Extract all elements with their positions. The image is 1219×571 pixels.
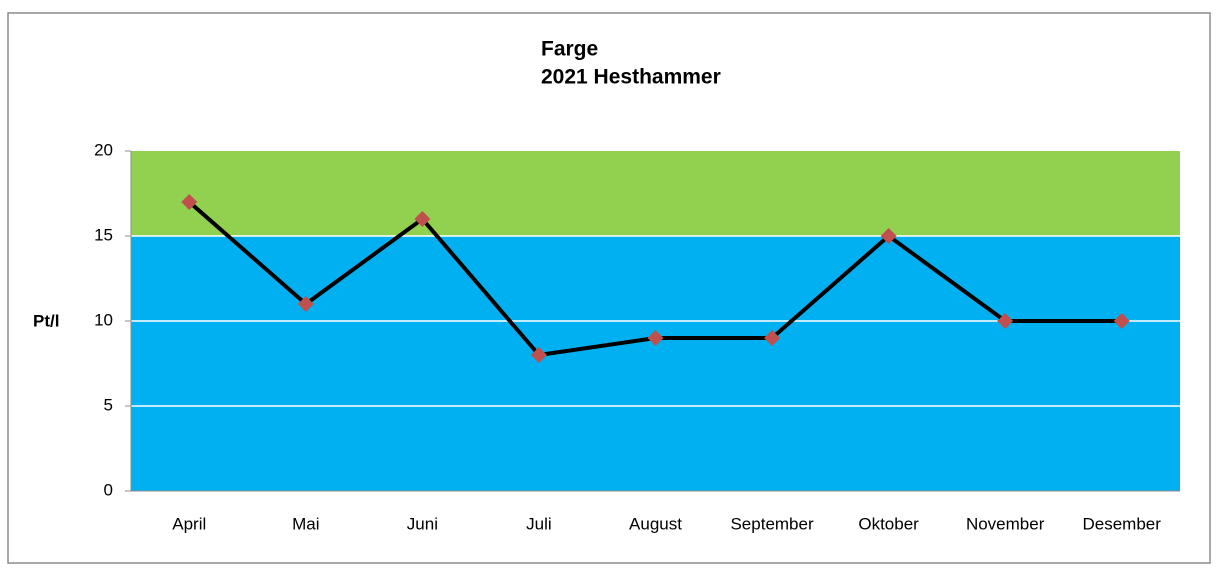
background-band: [131, 236, 1180, 491]
x-tick-label: August: [629, 514, 682, 533]
y-tick-label: 15: [94, 225, 113, 244]
chart-subtitle: 2021 Hesthammer: [541, 66, 721, 89]
background-band: [131, 151, 1180, 236]
x-tick-label: Mai: [292, 514, 319, 533]
x-tick-label: September: [730, 514, 813, 533]
y-axis-label: Pt/l: [33, 311, 59, 330]
data-marker: [530, 347, 547, 363]
y-tick-label: 20: [94, 140, 113, 159]
data-marker: [647, 330, 664, 346]
y-tick-label: 10: [94, 310, 113, 329]
x-tick-label: Oktober: [858, 514, 919, 533]
data-marker: [181, 194, 198, 210]
y-tick-label: 0: [104, 480, 113, 499]
y-tick-label: 5: [104, 395, 113, 414]
data-marker: [414, 211, 431, 227]
data-marker: [880, 228, 897, 244]
data-marker: [997, 313, 1014, 329]
x-tick-label: Juni: [407, 514, 438, 533]
data-marker: [1113, 313, 1130, 329]
data-marker: [297, 296, 314, 312]
x-tick-label: April: [172, 514, 206, 533]
x-tick-label: November: [966, 514, 1045, 533]
x-tick-label: Desember: [1083, 514, 1162, 533]
x-tick-label: Juli: [526, 514, 552, 533]
data-marker: [764, 330, 781, 346]
chart-title: Farge: [541, 38, 598, 61]
